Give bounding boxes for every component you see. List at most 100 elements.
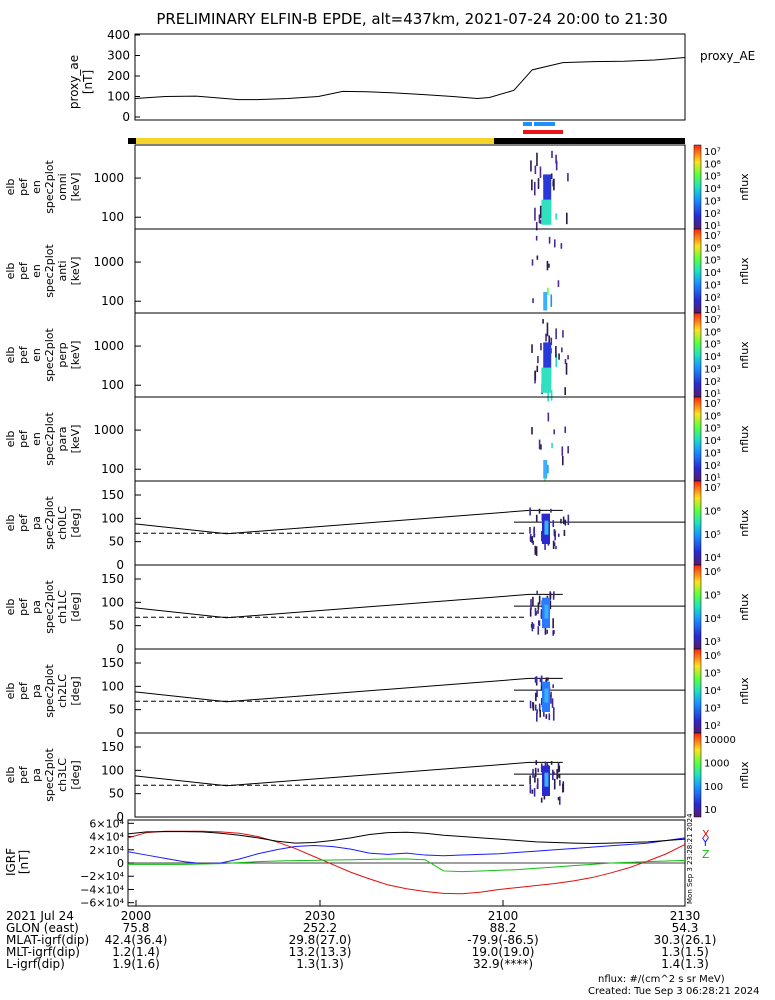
spec-pixel [531,427,533,435]
pa-pixel [552,711,555,721]
orbit-row-value: 54.3 [671,921,699,935]
pa-ytick-label: 0 [116,810,124,824]
spec-pixel [538,439,541,450]
pa-ytick-label: 100 [101,763,124,777]
pa-pixel [548,713,551,721]
panel-ylabel-line: pef [17,429,30,448]
igrf-ytick-label: −4×10⁴ [80,883,124,896]
pa-pixel [536,689,538,698]
spec-pixel [540,343,542,351]
pa-pixel [543,795,546,800]
spec-pixel [555,345,557,358]
panel-perp: elb pef en spec2plot perp [keV] 1000 100 [4,312,686,402]
colorbar-label: 10000 [704,735,736,746]
pa-pixel [545,677,548,682]
colorbar-label: 10⁷ [704,399,721,410]
colorbar-7: 10⁶ 10⁵ 10⁴ 10³ 10² nflux [693,648,751,734]
pa-ytick-label: 100 [101,511,124,525]
pa-pixel [537,626,540,635]
spec-ytick-label: 1000 [93,171,124,185]
spec-pixel [535,235,538,241]
colorbar-label: 10⁵ [704,256,721,267]
igrf-series-y [127,837,686,865]
loss-cone-line [134,761,563,787]
ae-ytick-label: 300 [107,49,130,63]
pa-pixel [555,546,557,550]
orbit-row-value: 88.2 [489,921,517,935]
pa-pixel [557,533,560,537]
colorbar-5: 10⁷ 10⁶ 10⁵ 10⁴ nflux [693,480,751,566]
spec-pixel [567,173,569,182]
spec-pixel [561,347,563,353]
spec-pixel [550,294,553,307]
panel-ylabel-line: elb [4,179,17,196]
pa-pixel [531,621,534,632]
pa-pixel [533,528,535,538]
panel-ylabel-line: elb [4,767,17,784]
pa-pixel [552,520,555,528]
colorbar-label: 10⁷ [704,147,721,158]
spec-pixel [565,362,568,375]
pa-pixel [538,508,541,514]
pa-pixel [550,761,553,765]
panel-ylabel-line: pef [17,513,30,532]
pa-core-high [544,772,549,787]
pa-pixel [529,784,532,794]
colorbar-label: 10¹ [704,221,721,232]
panel-ylabel-line: pa [30,768,43,782]
pa-pixel [545,714,548,719]
colorbar-label: 10¹ [704,305,721,316]
panel-ylabel-line: spec2plot [43,244,56,298]
pa-pixel [534,676,537,683]
colorbar-gradient [693,648,702,734]
units-note: nflux: #/(cm^2 s sr MeV) [598,974,725,985]
pa-pixel [538,703,541,712]
spec-pixel [564,387,566,395]
colorbar-6: 10⁶ 10⁵ 10⁴ 10³ nflux [693,564,751,650]
spec-pixel [539,219,542,224]
pa-pixel [529,775,531,785]
pa-pixel [560,518,562,524]
pa-pixel [537,602,540,610]
pa-pixel [552,769,554,781]
colorbar-gradient [693,312,702,398]
panel-ch3LC: elb pef pa spec2plot ch3LC [deg] 150 100 50 0 [4,732,686,824]
spec-core [543,342,552,381]
orbit-row-value: 1.3(1.3) [296,957,344,971]
panel-ylabel-line: elb [4,431,17,448]
spec-pixel [540,444,542,450]
panel-frame [134,312,686,398]
time-axis: 2000 2030 2100 2130 [121,900,700,923]
pa-pixel [534,767,537,777]
colorbar-label: 10⁶ [704,159,721,170]
pa-pixel [534,775,536,783]
pa-pixel [540,609,543,618]
pa-pixel [536,778,539,790]
orbit-row-value: 42.4(36.4) [104,933,168,947]
spec-ytick-label: 100 [101,378,124,392]
pa-pixel [532,623,535,629]
igrf-ylabel-unit: [nT] [17,850,31,874]
x-tick-label: 2100 [488,909,519,923]
pa-pixel [547,677,549,681]
colorbar-label: 10³ [704,704,721,715]
spec-pixel [553,239,556,248]
orbit-row-value: -79.9(-86.5) [467,933,539,947]
pa-pixel [539,709,542,718]
pa-pixel [553,591,555,597]
pa-pixel [549,592,552,599]
ae-ytick-label: 100 [107,90,130,104]
sunlight-bar-night [494,138,685,144]
spec-ytick-label: 100 [101,294,124,308]
spec-pixel [539,205,542,219]
igrf-ytick-label: 2×10⁴ [89,844,124,857]
pa-pixel [563,529,566,536]
spec-pixel [537,178,540,189]
colorbar-label: 10⁵ [704,530,721,541]
panel-ylabel-line: [deg] [69,508,82,537]
colorbar-label: 1000 [704,758,729,769]
spec-core [543,174,552,213]
colorbar-gradient [693,396,702,482]
pa-core-high [544,604,549,619]
